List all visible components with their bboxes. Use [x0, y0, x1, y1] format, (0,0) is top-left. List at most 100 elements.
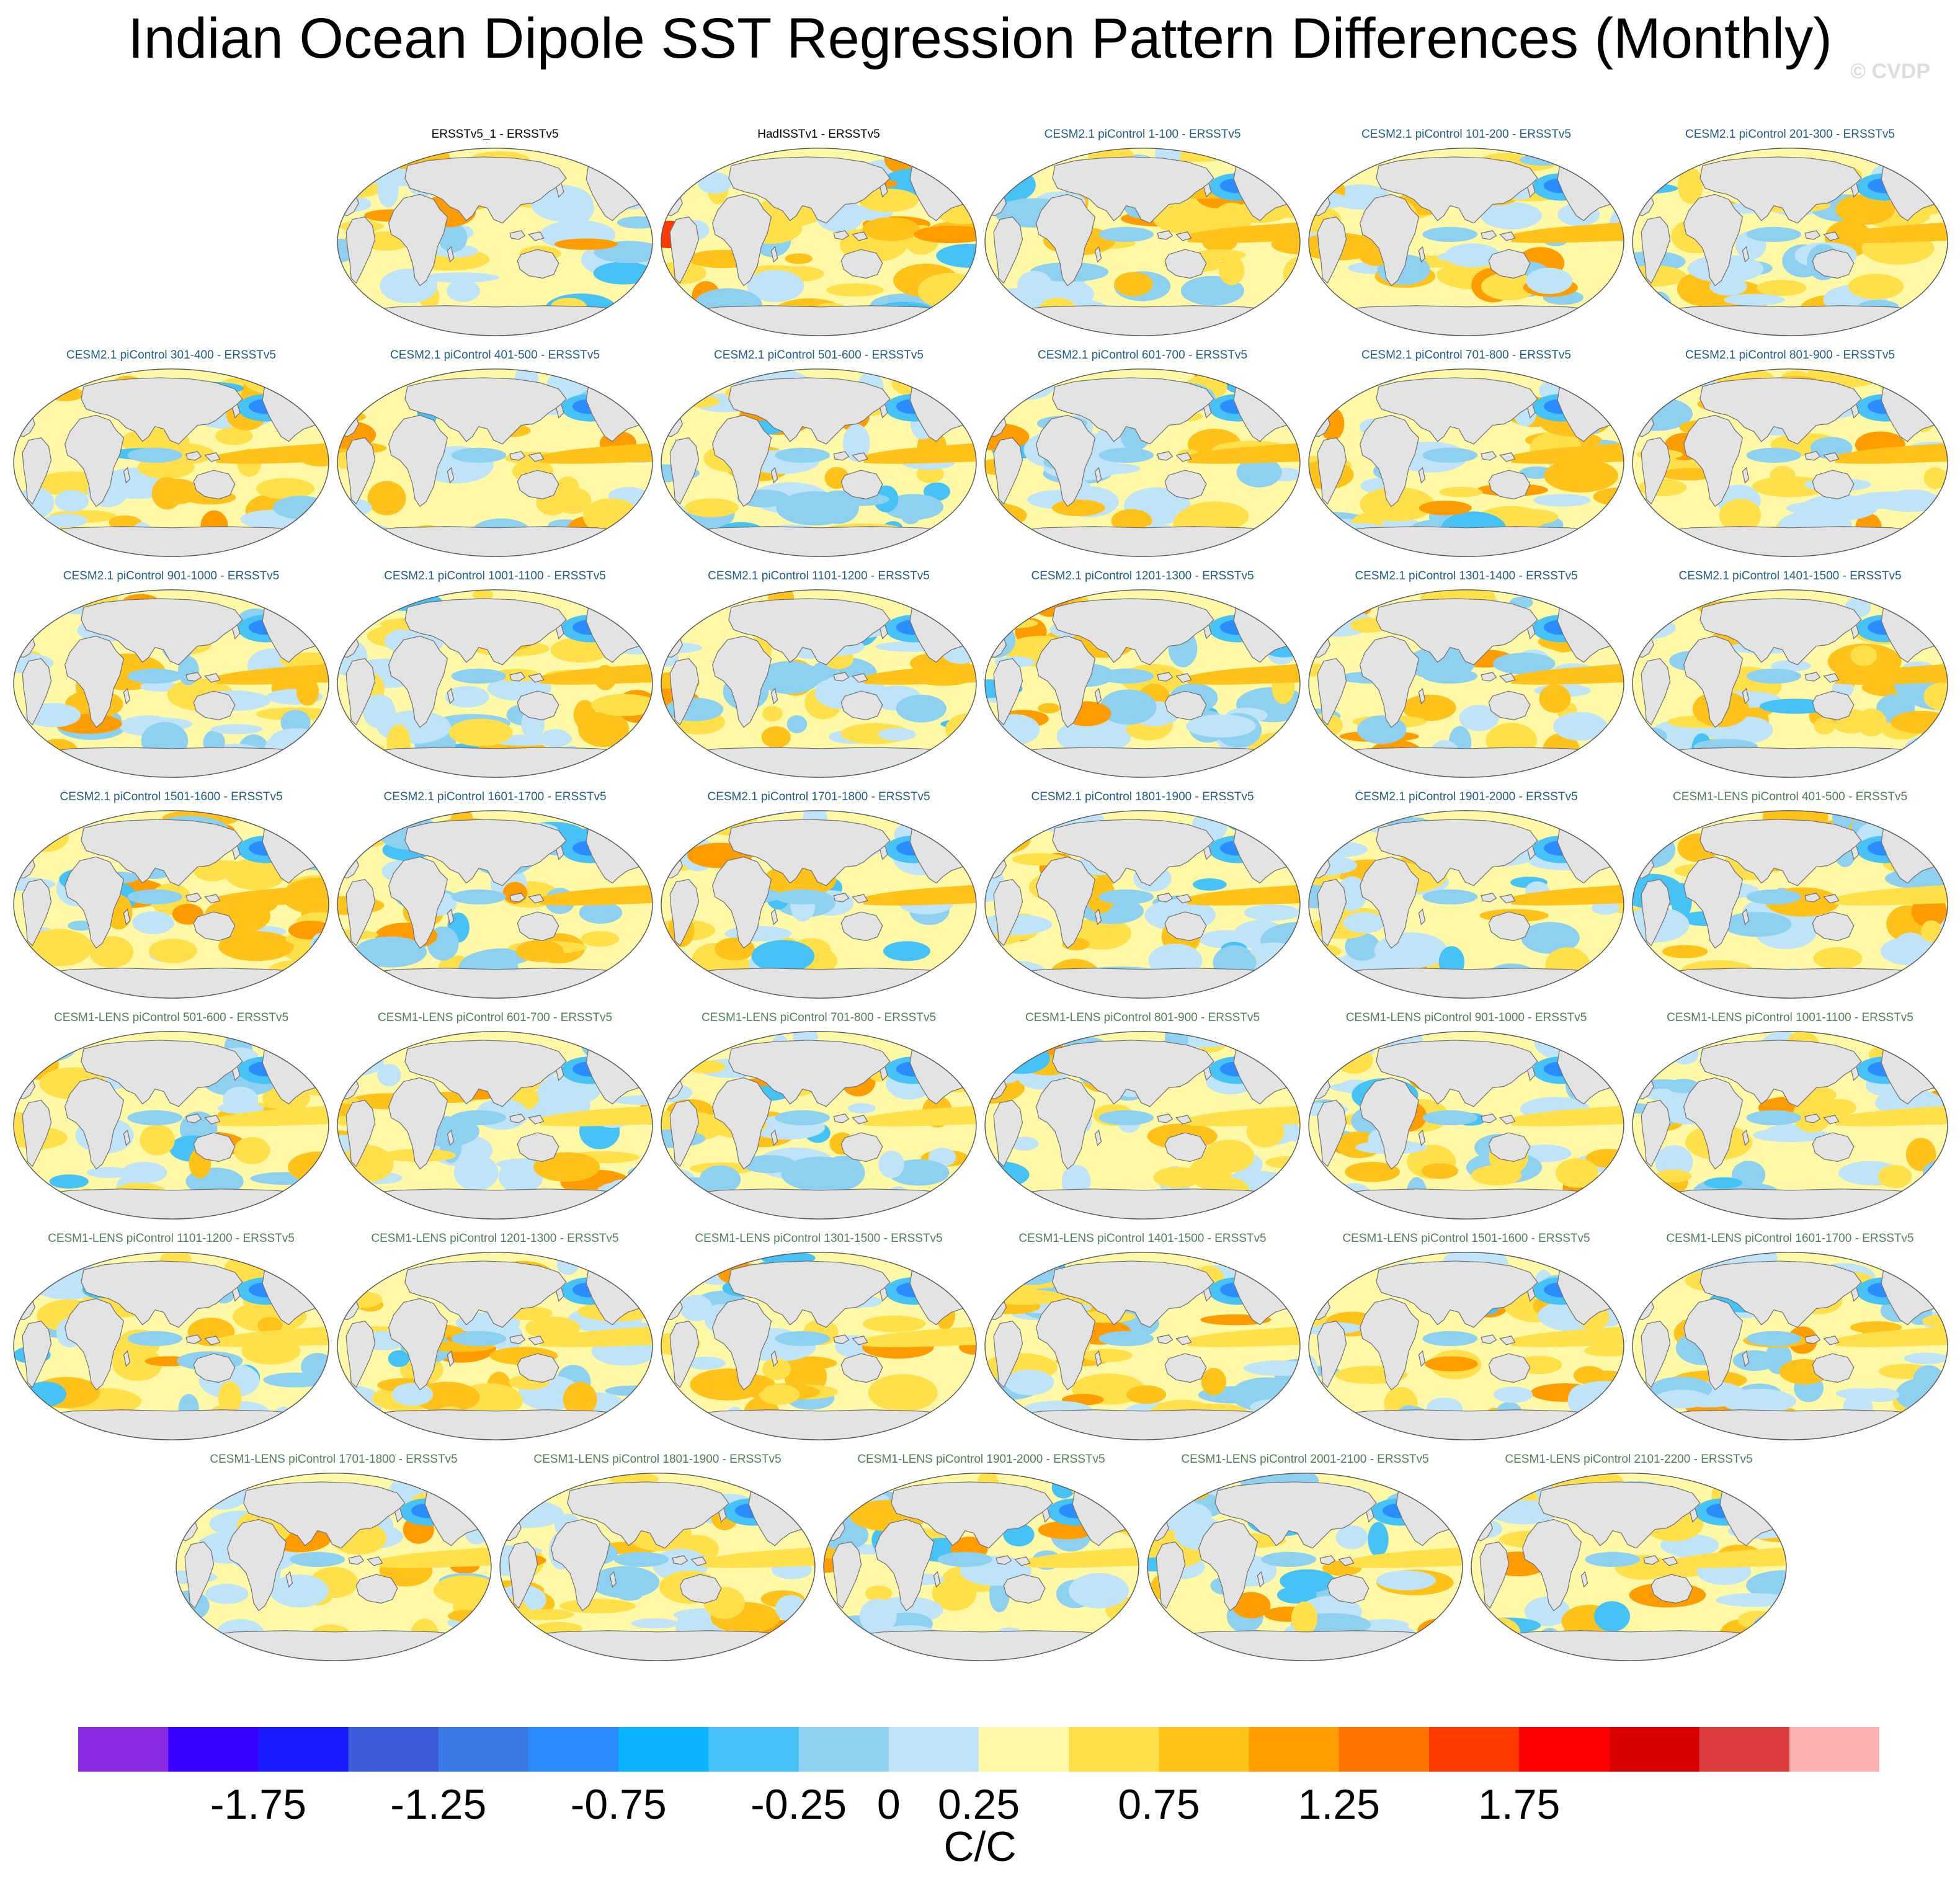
land-mass — [351, 1409, 638, 1440]
colorbar-segment — [1519, 1727, 1610, 1772]
land-mass — [1376, 598, 1538, 666]
land-mass — [1580, 1571, 1588, 1588]
land-mass — [1823, 673, 1840, 683]
map-border — [337, 1252, 653, 1440]
sst-anomaly-patch — [1017, 270, 1053, 299]
land-mass — [1317, 437, 1347, 505]
land-mass — [517, 470, 559, 500]
land-mass — [1052, 1260, 1214, 1328]
map-panel: CESM2.1 piControl 1701-1800 - ERSSTv5 — [657, 790, 980, 1002]
land-mass — [1812, 470, 1855, 500]
map-panel: CESM2.1 piControl 601-700 - ERSSTv5 — [981, 349, 1304, 561]
equatorial-pacific-warm-tongue — [1511, 442, 1624, 464]
sst-anomaly-patch — [1069, 1473, 1098, 1497]
land-mass — [770, 908, 778, 926]
sst-anomaly-patch — [272, 1406, 295, 1432]
sst-anomaly-patch — [1321, 537, 1355, 557]
land-mass — [1804, 893, 1821, 903]
land-mass — [528, 1115, 545, 1125]
sst-anomaly-patch — [1526, 267, 1573, 294]
land-mass — [1052, 819, 1214, 886]
colorbar-tick-label: -0.75 — [570, 1781, 667, 1828]
land-mass — [1499, 1336, 1516, 1345]
sst-anomaly-patch — [14, 538, 74, 557]
sst-anomaly-patch — [1005, 1369, 1054, 1396]
sst-anomaly-patch — [296, 677, 319, 706]
sst-anomaly-patch — [1856, 708, 1887, 737]
land-mass — [1481, 1113, 1497, 1123]
sst-anomaly-patch — [862, 217, 920, 241]
sst-difference-map — [337, 1031, 653, 1220]
sst-anomaly-patch — [1647, 292, 1672, 325]
sst-anomaly-patch — [1328, 324, 1406, 336]
sst-difference-map — [1632, 1252, 1948, 1440]
sst-anomaly-patch — [631, 1618, 679, 1629]
equatorial-pacific-warm-tongue — [216, 884, 329, 906]
colorbar-segment — [979, 1727, 1069, 1772]
sst-anomaly-patch — [1923, 467, 1948, 489]
panel-title: CESM1-LENS piControl 701-800 - ERSSTv5 — [701, 1011, 937, 1024]
sst-anomaly-patch — [1633, 1036, 1652, 1066]
sst-anomaly-patch — [1193, 878, 1227, 891]
land-mass — [1742, 246, 1750, 263]
panel-title: CESM2.1 piControl 1901-2000 - ERSSTv5 — [1355, 790, 1578, 803]
map-border — [1632, 1252, 1948, 1440]
land-mass — [232, 403, 241, 419]
land-mass — [1052, 1040, 1214, 1107]
sst-anomaly-patch — [1236, 457, 1282, 488]
land-mass — [1660, 597, 1686, 615]
sst-difference-map — [176, 1473, 492, 1661]
land-mass — [567, 1481, 729, 1549]
land-mass — [404, 819, 567, 886]
colorbar-tick-label: 0.75 — [1118, 1781, 1200, 1828]
land-mass — [528, 1480, 553, 1499]
land-mass — [232, 845, 241, 860]
sst-anomaly-patch — [1272, 1198, 1300, 1218]
land-mass — [81, 598, 243, 666]
sst-anomaly-patch — [44, 514, 88, 527]
land-mass — [1481, 672, 1497, 682]
land-mass — [204, 452, 221, 462]
land-mass — [1360, 635, 1420, 728]
land-mass — [1175, 1336, 1192, 1345]
sst-anomaly-patch — [310, 932, 329, 963]
land-mass — [1804, 451, 1821, 461]
sst-anomaly-patch — [826, 283, 884, 297]
land-mass — [609, 1571, 617, 1588]
sst-anomaly-patch — [1935, 1160, 1948, 1190]
equatorial-pacific-warm-tongue — [378, 1546, 491, 1568]
land-mass — [1164, 249, 1207, 279]
sst-anomaly-patch — [1633, 596, 1671, 622]
sst-difference-map — [337, 368, 653, 557]
land-mass — [232, 624, 241, 640]
land-mass — [1812, 1132, 1855, 1162]
sst-anomaly-patch — [1921, 920, 1942, 942]
map-border — [1632, 810, 1948, 999]
sst-anomaly-patch — [1374, 932, 1448, 969]
sst-anomaly-patch — [337, 538, 353, 557]
panel-title: CESM2.1 piControl 1201-1300 - ERSSTv5 — [1031, 569, 1254, 582]
sst-anomaly-patch — [865, 1586, 893, 1602]
colorbar-segment — [1429, 1727, 1520, 1772]
land-mass — [1699, 377, 1862, 445]
sst-anomaly-patch — [878, 728, 916, 741]
equatorial-pacific-warm-tongue — [1835, 1326, 1948, 1347]
land-mass — [891, 1481, 1053, 1549]
sst-anomaly-patch — [1481, 202, 1542, 230]
land-mass — [204, 1336, 221, 1345]
sst-anomaly-patch — [337, 148, 370, 182]
sst-anomaly-patch — [1591, 901, 1620, 915]
sst-anomaly-patch — [1786, 502, 1838, 515]
sst-anomaly-patch — [1633, 950, 1655, 988]
land-mass — [1660, 1259, 1686, 1278]
sst-anomaly-patch — [590, 1566, 660, 1599]
land-mass — [1376, 819, 1538, 886]
land-mass — [880, 182, 888, 198]
sst-anomaly-patch — [1201, 1368, 1226, 1396]
sst-anomaly-patch — [448, 718, 513, 747]
sst-anomaly-patch — [1724, 293, 1785, 306]
land-mass — [193, 470, 236, 500]
land-mass — [1327, 1574, 1370, 1604]
sst-anomaly-patch — [49, 1174, 89, 1189]
colorbar-segment — [1159, 1727, 1250, 1772]
